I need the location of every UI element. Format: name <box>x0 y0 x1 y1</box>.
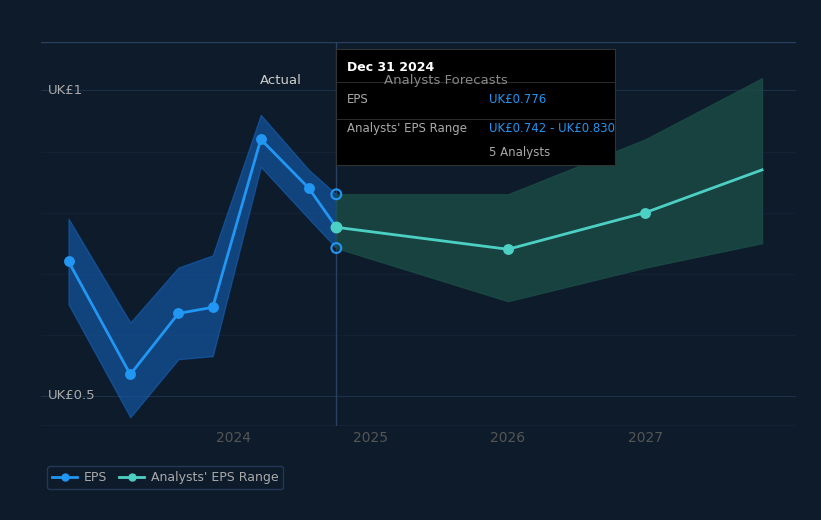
Point <box>206 303 219 311</box>
Point <box>330 244 343 252</box>
Legend: EPS, Analysts' EPS Range: EPS, Analysts' EPS Range <box>48 466 283 489</box>
Point <box>302 184 315 192</box>
Text: Analysts Forecasts: Analysts Forecasts <box>384 74 508 87</box>
Point <box>255 135 268 144</box>
Point <box>124 370 137 379</box>
Point <box>330 223 343 231</box>
Point <box>172 309 185 318</box>
Point <box>502 245 515 253</box>
Point <box>330 190 343 199</box>
Text: UK£0.5: UK£0.5 <box>48 389 95 402</box>
Text: UK£1: UK£1 <box>48 84 83 97</box>
Point <box>62 257 75 266</box>
Point <box>639 209 652 217</box>
Text: Actual: Actual <box>260 74 302 87</box>
